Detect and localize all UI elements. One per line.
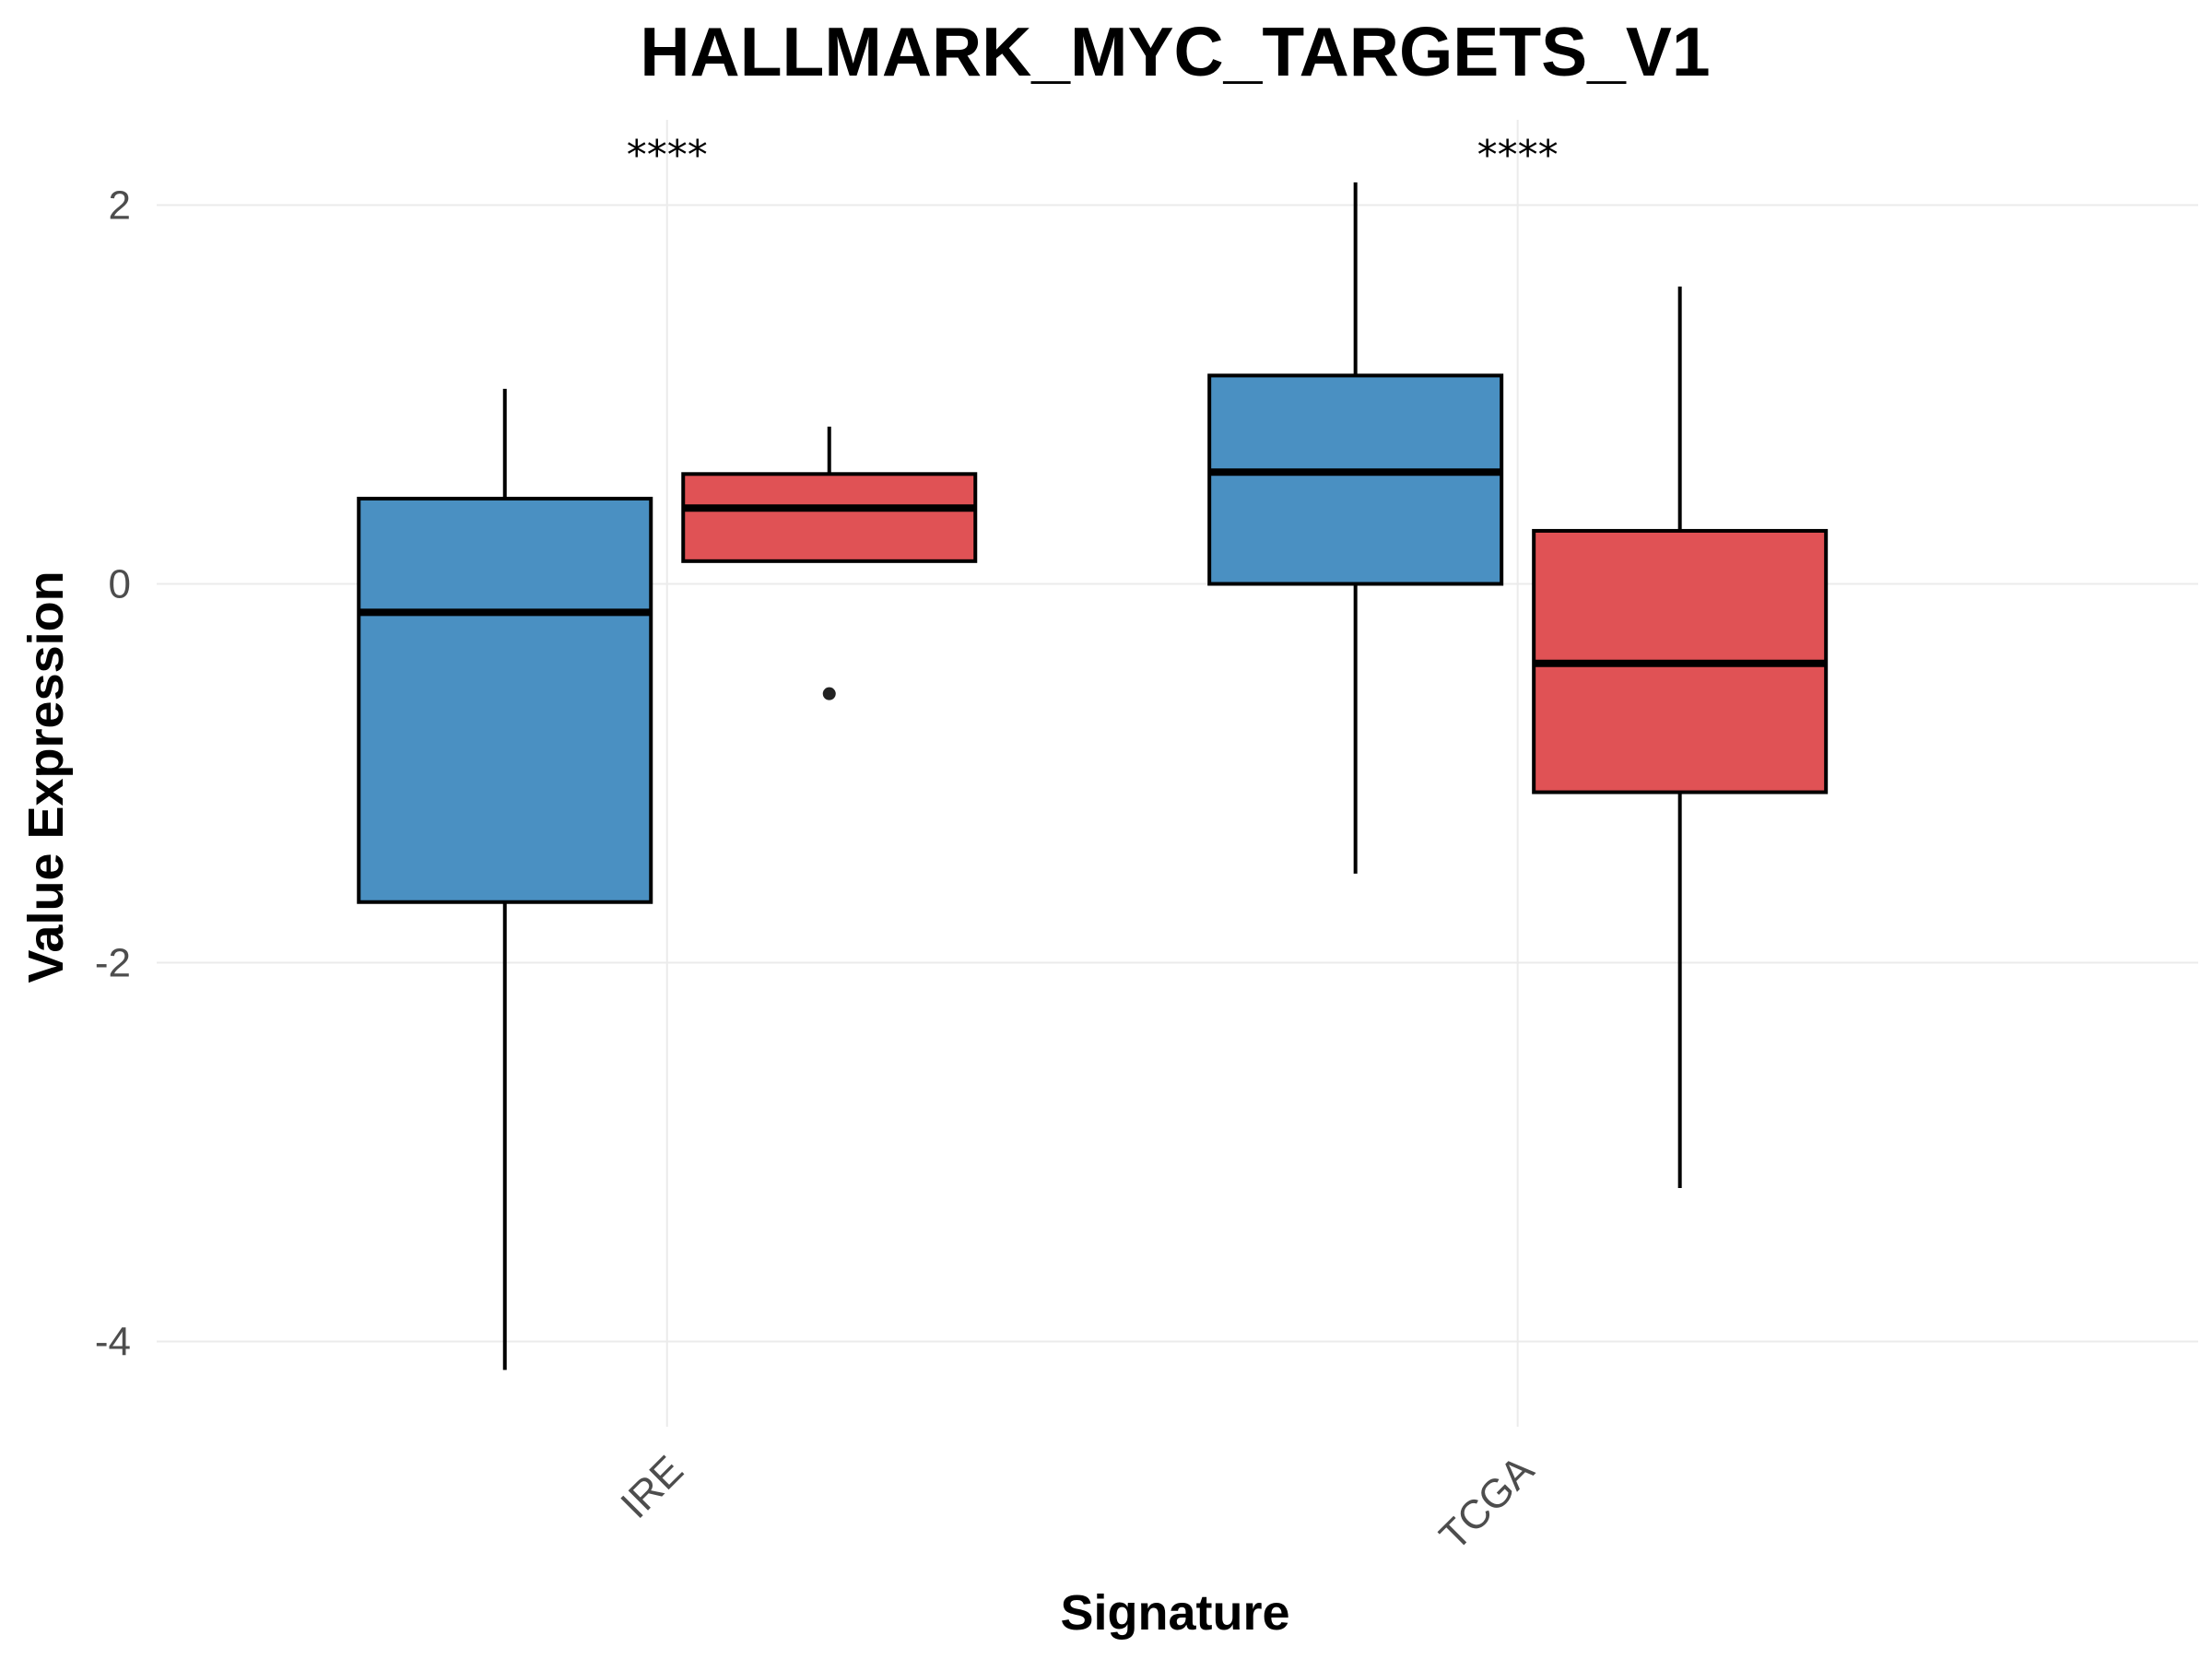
y-tick-label: 2 <box>109 182 131 228</box>
boxplot-ire-group-0 <box>357 388 653 1371</box>
chart-title: HALLMARK_MYC_TARGETS_V1 <box>640 13 1710 90</box>
boxplot-tcga-group-1 <box>1532 286 1829 1189</box>
y-tick-label: -2 <box>95 941 131 986</box>
x-tick-label: IRE <box>612 1447 692 1527</box>
box-body <box>681 472 978 563</box>
box-layer <box>357 182 1829 1371</box>
outlier-point <box>822 687 836 700</box>
box-body <box>1207 373 1504 586</box>
x-tick-label: TCGA <box>1431 1447 1544 1559</box>
significance-label: **** <box>627 132 708 179</box>
boxplot-ire-group-1 <box>681 426 978 700</box>
label-layer: 2 0 -2 -4 IRE **** TCGA **** <box>95 132 1559 1559</box>
y-axis-title: Value Expression <box>18 571 74 982</box>
box-body <box>357 497 653 904</box>
x-axis-title: Signature <box>1060 1585 1289 1641</box>
y-tick-label: 0 <box>109 561 131 606</box>
boxplot-tcga-group-0 <box>1207 182 1504 874</box>
significance-label: **** <box>1477 132 1559 179</box>
y-tick-label: -4 <box>95 1320 131 1365</box>
